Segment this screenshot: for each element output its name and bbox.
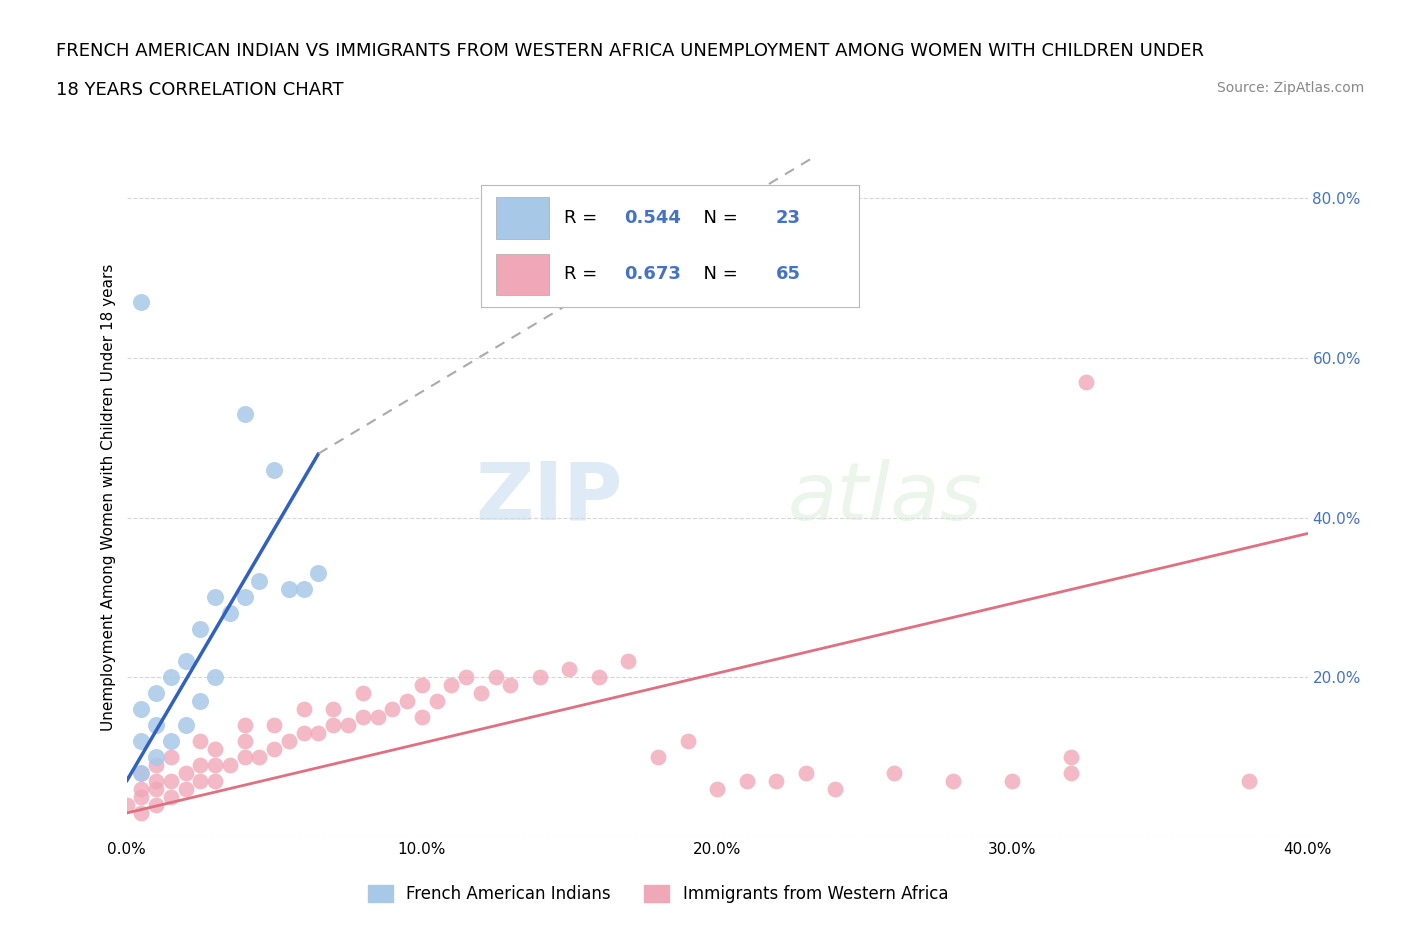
Point <box>129 765 153 780</box>
Point <box>381 702 404 717</box>
Point <box>292 582 315 597</box>
Point <box>219 758 242 773</box>
Point <box>1060 765 1083 780</box>
Point <box>352 710 374 724</box>
Y-axis label: Unemployment Among Women with Children Under 18 years: Unemployment Among Women with Children U… <box>101 264 117 731</box>
Point <box>883 765 905 780</box>
Point <box>558 662 581 677</box>
Point <box>204 758 226 773</box>
Point <box>529 670 551 684</box>
Point <box>233 750 256 764</box>
Point <box>824 781 846 796</box>
Point <box>233 406 256 421</box>
Text: ZIP: ZIP <box>475 458 623 537</box>
Point <box>159 734 183 749</box>
Point <box>145 750 167 764</box>
Point <box>129 781 153 796</box>
Point <box>676 734 699 749</box>
Point <box>233 718 256 733</box>
Point <box>129 734 153 749</box>
Text: Source: ZipAtlas.com: Source: ZipAtlas.com <box>1216 81 1364 95</box>
Point <box>425 694 447 709</box>
Point <box>765 774 787 789</box>
Point <box>159 774 183 789</box>
Point <box>233 590 256 604</box>
Point <box>129 790 153 804</box>
Point <box>352 685 374 700</box>
Point <box>263 742 285 757</box>
Point <box>440 678 463 693</box>
Point <box>1060 750 1083 764</box>
Point <box>145 718 167 733</box>
Point <box>706 781 728 796</box>
Point <box>411 710 433 724</box>
Point <box>307 566 329 581</box>
Point <box>942 774 965 789</box>
Point <box>145 685 167 700</box>
Point <box>188 774 211 789</box>
Point <box>129 805 153 820</box>
Point <box>174 765 197 780</box>
Point <box>129 702 153 717</box>
Point <box>247 574 270 589</box>
Point <box>145 758 167 773</box>
Point <box>159 750 183 764</box>
Point <box>145 781 167 796</box>
Legend: French American Indians, Immigrants from Western Africa: French American Indians, Immigrants from… <box>361 879 955 910</box>
Point <box>307 725 329 740</box>
Point <box>1001 774 1024 789</box>
Point <box>454 670 477 684</box>
Point <box>470 685 492 700</box>
Point <box>278 582 301 597</box>
Point <box>204 774 226 789</box>
Point <box>204 590 226 604</box>
Point <box>366 710 388 724</box>
Point <box>1076 374 1098 389</box>
Point <box>588 670 610 684</box>
Point <box>174 718 197 733</box>
Point <box>322 702 344 717</box>
Point <box>233 734 256 749</box>
Point <box>647 750 669 764</box>
Point <box>159 670 183 684</box>
Point <box>188 694 211 709</box>
Point <box>337 718 360 733</box>
Point <box>219 606 242 621</box>
Point <box>204 742 226 757</box>
Point <box>278 734 301 749</box>
Point <box>263 462 285 477</box>
Point <box>188 734 211 749</box>
Point <box>247 750 270 764</box>
Point <box>174 654 197 669</box>
Point <box>396 694 419 709</box>
Point <box>129 765 153 780</box>
Point <box>263 718 285 733</box>
Point <box>499 678 522 693</box>
Point <box>145 774 167 789</box>
Point <box>484 670 508 684</box>
Point <box>204 670 226 684</box>
Point <box>292 702 315 717</box>
Point <box>159 790 183 804</box>
Point <box>617 654 640 669</box>
Point <box>1237 774 1260 789</box>
Point <box>735 774 758 789</box>
Text: 18 YEARS CORRELATION CHART: 18 YEARS CORRELATION CHART <box>56 81 343 99</box>
Text: FRENCH AMERICAN INDIAN VS IMMIGRANTS FROM WESTERN AFRICA UNEMPLOYMENT AMONG WOME: FRENCH AMERICAN INDIAN VS IMMIGRANTS FRO… <box>56 42 1205 60</box>
Point <box>188 622 211 637</box>
Point <box>411 678 433 693</box>
Point <box>174 781 197 796</box>
Text: atlas: atlas <box>787 458 983 537</box>
Point <box>322 718 344 733</box>
Point <box>145 798 167 813</box>
Point <box>129 295 153 310</box>
Point <box>115 798 138 813</box>
Point <box>292 725 315 740</box>
Point <box>188 758 211 773</box>
Point <box>794 765 817 780</box>
